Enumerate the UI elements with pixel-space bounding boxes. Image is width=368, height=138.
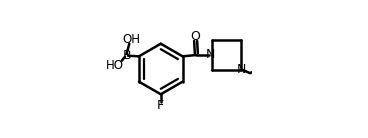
Text: B: B xyxy=(122,49,131,62)
Text: O: O xyxy=(191,30,201,43)
Text: N: N xyxy=(237,63,246,76)
Text: N: N xyxy=(206,48,215,61)
Text: OH: OH xyxy=(123,33,140,46)
Text: HO: HO xyxy=(106,59,124,72)
Text: F: F xyxy=(157,99,164,112)
